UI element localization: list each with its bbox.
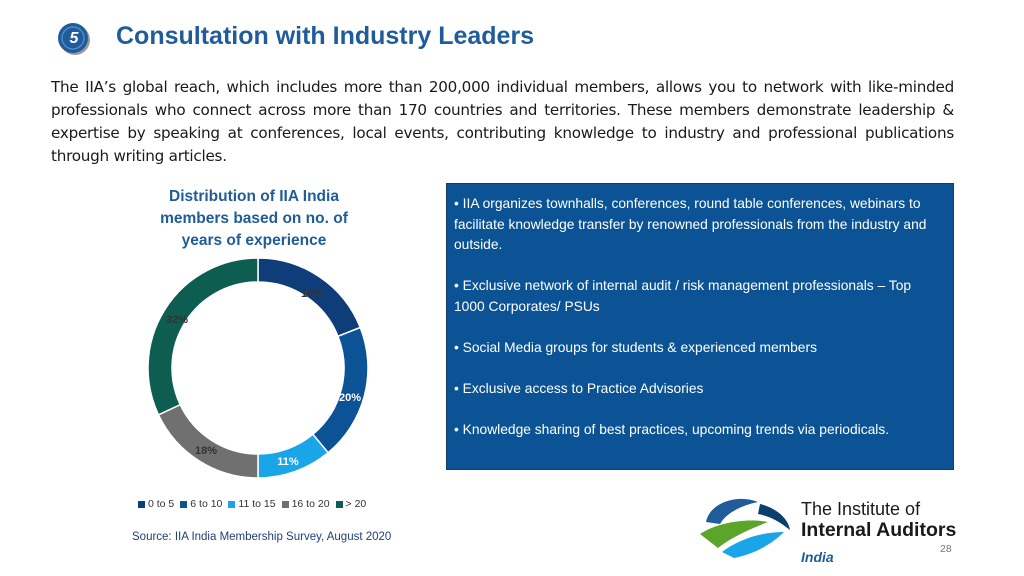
logo-line-3: India <box>801 549 834 565</box>
slide-number-badge: 5 <box>56 22 92 56</box>
donut-slice-4 <box>157 403 259 479</box>
slide-number: 5 <box>69 30 79 47</box>
badge-shape <box>58 23 90 55</box>
bullet-item: • Exclusive access to Practice Advisorie… <box>454 380 704 396</box>
legend-label: 0 to 5 <box>148 498 175 510</box>
chart-legend: 0 to 5 6 to 10 11 to 15 16 to 20 > 20 <box>138 498 366 510</box>
legend-label: 11 to 15 <box>238 498 276 510</box>
benefits-panel: • IIA organizes townhalls, conferences, … <box>446 183 954 470</box>
donut-chart: 19% 20% 11% 18% 32% <box>147 257 369 479</box>
iia-globe-logo <box>700 498 790 558</box>
legend-item: 6 to 10 <box>180 498 222 510</box>
donut-slice-2 <box>311 326 369 454</box>
logo-line-2: Internal Auditors <box>801 519 957 541</box>
bullet-item: • Exclusive network of internal audit / … <box>454 278 912 314</box>
page-number: 28 <box>940 543 952 555</box>
legend-item: > 20 <box>335 498 367 510</box>
legend-item: 16 to 20 <box>281 498 330 510</box>
legend-label: 16 to 20 <box>291 498 330 510</box>
legend-item: 11 to 15 <box>228 498 276 510</box>
iia-wordmark: The Institute of Internal Auditors India <box>801 499 956 568</box>
donut-data-label: 19% <box>301 288 323 300</box>
donut-data-label: 11% <box>277 456 299 468</box>
legend-swatch <box>335 500 343 508</box>
donut-data-label: 20% <box>339 392 361 404</box>
chart-source: Source: IIA India Membership Survey, Aug… <box>132 531 392 543</box>
intro-paragraph: The IIA’s global reach, which includes m… <box>51 78 954 165</box>
legend-swatch <box>228 500 236 508</box>
legend-swatch <box>281 500 289 508</box>
donut-slice-5 <box>147 257 259 416</box>
bullet-item: • Social Media groups for students & exp… <box>454 339 817 355</box>
legend-swatch <box>138 500 145 508</box>
legend-item: 0 to 5 <box>138 498 174 510</box>
legend-label: 6 to 10 <box>190 498 223 510</box>
bullet-item: • IIA organizes townhalls, conferences, … <box>454 196 927 252</box>
legend-swatch <box>180 500 188 508</box>
donut-data-label: 32% <box>166 314 188 326</box>
donut-data-label: 18% <box>195 445 217 457</box>
chart-title: Distribution of IIA India members based … <box>160 188 348 249</box>
legend-label: > 20 <box>345 498 367 510</box>
bullet-item: • Knowledge sharing of best practices, u… <box>454 421 890 437</box>
slide-title: Consultation with Industry Leaders <box>116 22 535 50</box>
logo-line-1: The Institute of <box>801 499 921 519</box>
